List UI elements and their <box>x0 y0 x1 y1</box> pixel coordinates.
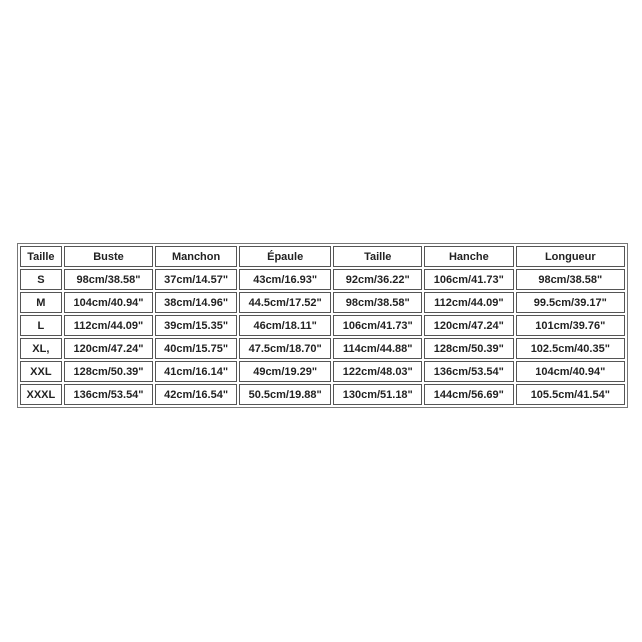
measurement-cell: 106cm/41.73" <box>333 315 423 336</box>
measurement-cell: 101cm/39.76" <box>515 315 625 336</box>
measurement-cell: 98cm/38.58" <box>333 292 423 313</box>
measurement-cell: 104cm/40.94" <box>63 292 154 313</box>
size-label: XXXL <box>20 384 62 405</box>
measurement-cell: 41cm/16.14" <box>155 361 237 382</box>
measurement-cell: 136cm/53.54" <box>424 361 514 382</box>
column-header: Manchon <box>155 246 237 267</box>
measurement-cell: 39cm/15.35" <box>155 315 237 336</box>
measurement-cell: 112cm/44.09" <box>63 315 154 336</box>
measurement-cell: 43cm/16.93" <box>238 269 332 290</box>
measurement-cell: 98cm/38.58" <box>515 269 625 290</box>
measurement-cell: 50.5cm/19.88" <box>238 384 332 405</box>
measurement-cell: 98cm/38.58" <box>63 269 154 290</box>
measurement-cell: 136cm/53.54" <box>63 384 154 405</box>
column-header: Taille <box>20 246 62 267</box>
size-label: XXL <box>20 361 62 382</box>
measurement-cell: 128cm/50.39" <box>424 338 514 359</box>
table-row: XXXL 136cm/53.54" 42cm/16.54" 50.5cm/19.88"… <box>20 384 625 405</box>
measurement-cell: 46cm/18.11" <box>238 315 332 336</box>
measurement-cell: 122cm/48.03" <box>333 361 423 382</box>
measurement-cell: 44.5cm/17.52" <box>238 292 332 313</box>
column-header: Buste <box>63 246 154 267</box>
measurement-cell: 102.5cm/40.35" <box>515 338 625 359</box>
measurement-cell: 106cm/41.73" <box>424 269 514 290</box>
measurement-cell: 105.5cm/41.54" <box>515 384 625 405</box>
measurement-cell: 130cm/51.18" <box>333 384 423 405</box>
column-header: Hanche <box>424 246 514 267</box>
size-chart-table: Taille Buste Manchon Épaule Taille Hanche Long… <box>17 243 628 408</box>
header-row: Taille Buste Manchon Épaule Taille Hanche Long… <box>20 246 625 267</box>
measurement-cell: 37cm/14.57" <box>155 269 237 290</box>
size-label: S <box>20 269 62 290</box>
measurement-cell: 114cm/44.88" <box>333 338 423 359</box>
size-label: XL, <box>20 338 62 359</box>
column-header: Longueur <box>515 246 625 267</box>
measurement-cell: 49cm/19.29" <box>238 361 332 382</box>
size-label: L <box>20 315 62 336</box>
table-row: M 104cm/40.94" 38cm/14.96" 44.5cm/17.52" 98c… <box>20 292 625 313</box>
measurement-cell: 120cm/47.24" <box>424 315 514 336</box>
measurement-cell: 144cm/56.69" <box>424 384 514 405</box>
table-row: L 112cm/44.09" 39cm/15.35" 46cm/18.11" 106cm… <box>20 315 625 336</box>
table-row: S 98cm/38.58" 37cm/14.57" 43cm/16.93" 92cm/3… <box>20 269 625 290</box>
measurement-cell: 120cm/47.24" <box>63 338 154 359</box>
measurement-cell: 128cm/50.39" <box>63 361 154 382</box>
measurement-cell: 92cm/36.22" <box>333 269 423 290</box>
measurement-cell: 112cm/44.09" <box>424 292 514 313</box>
measurement-cell: 104cm/40.94" <box>515 361 625 382</box>
measurement-cell: 40cm/15.75" <box>155 338 237 359</box>
measurement-cell: 42cm/16.54" <box>155 384 237 405</box>
measurement-cell: 47.5cm/18.70" <box>238 338 332 359</box>
table-row: XL, 120cm/47.24" 40cm/15.75" 47.5cm/18.70" 1… <box>20 338 625 359</box>
measurement-cell: 99.5cm/39.17" <box>515 292 625 313</box>
table-row: XXL 128cm/50.39" 41cm/16.14" 49cm/19.29" 122… <box>20 361 625 382</box>
size-label: M <box>20 292 62 313</box>
measurement-cell: 38cm/14.96" <box>155 292 237 313</box>
column-header: Épaule <box>238 246 332 267</box>
column-header: Taille <box>333 246 423 267</box>
